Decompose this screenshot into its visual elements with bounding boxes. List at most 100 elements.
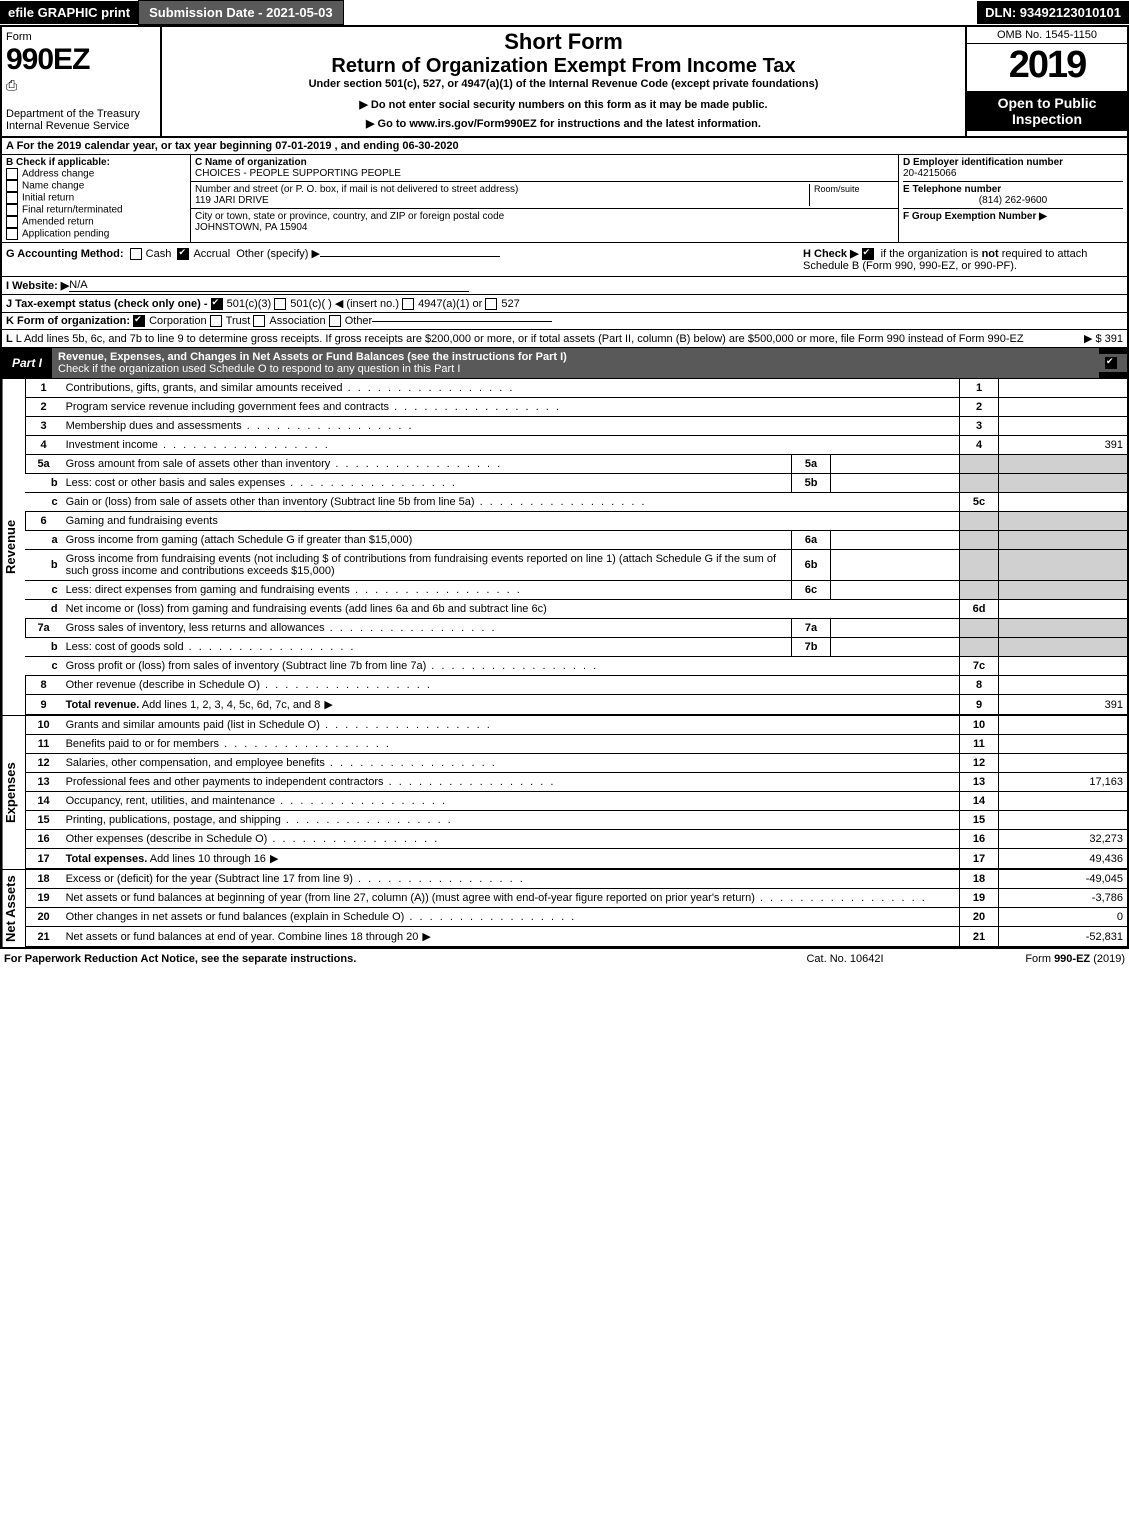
org-name-label: C Name of organization [195, 157, 894, 168]
line-7a-label: Gross sales of inventory, less returns a… [66, 622, 497, 634]
chk-final-return[interactable]: Final return/terminated [6, 204, 186, 216]
line-6d: d Net income or (loss) from gaming and f… [25, 600, 1127, 619]
catalog-number: Cat. No. 10642I [745, 953, 945, 965]
opt-4947: 4947(a)(1) or [418, 298, 482, 310]
line-6d-value [999, 600, 1128, 619]
line-6b-label: Gross income from fundraising events (no… [62, 550, 792, 581]
goto-instructions[interactable]: ▶ Go to www.irs.gov/Form990EZ for instru… [167, 117, 960, 130]
line-7c: c Gross profit or (loss) from sales of i… [25, 657, 1127, 676]
chk-501c[interactable] [274, 298, 286, 310]
other-method-label: Other (specify) ▶ [236, 248, 320, 260]
section-l-text: L Add lines 5b, 6c, and 7b to line 9 to … [16, 333, 1084, 345]
phone-label: E Telephone number [903, 184, 1001, 195]
header-left: Form 990EZ ⎙ Department of the Treasury … [2, 27, 162, 136]
line-6c: c Less: direct expenses from gaming and … [25, 581, 1127, 600]
page-footer: For Paperwork Reduction Act Notice, see … [0, 949, 1129, 969]
section-i: I Website: ▶ N/A [2, 276, 1127, 295]
line-8-value [999, 676, 1128, 695]
line-2-label: Program service revenue including govern… [66, 401, 561, 413]
chk-trust[interactable] [210, 315, 222, 327]
line-9-value: 391 [999, 695, 1128, 715]
chk-schedule-b-not-required[interactable] [862, 248, 874, 260]
tax-exempt-label: J Tax-exempt status (check only one) - [6, 298, 208, 310]
header-center: Short Form Return of Organization Exempt… [162, 27, 965, 136]
chk-association[interactable] [253, 315, 265, 327]
line-11-label: Benefits paid to or for members [66, 738, 391, 750]
chk-other-org[interactable] [329, 315, 341, 327]
line-7c-label: Gross profit or (loss) from sales of inv… [66, 660, 599, 672]
chk-4947[interactable] [402, 298, 414, 310]
expenses-side-label: Expenses [2, 716, 25, 869]
section-c: C Name of organization CHOICES - PEOPLE … [191, 155, 899, 242]
chk-schedule-o-used[interactable] [1105, 357, 1117, 369]
line-17-value: 49,436 [999, 849, 1128, 869]
efile-print-label[interactable]: efile GRAPHIC print [0, 1, 138, 24]
line-6b: b Gross income from fundraising events (… [25, 550, 1127, 581]
line-7a: 7a Gross sales of inventory, less return… [25, 619, 1127, 638]
line-6c-label: Less: direct expenses from gaming and fu… [66, 584, 522, 596]
chk-address-change[interactable]: Address change [6, 168, 186, 180]
org-name-value: CHOICES - PEOPLE SUPPORTING PEOPLE [195, 168, 894, 179]
accrual-label: Accrual [193, 248, 230, 260]
under-section-text: Under section 501(c), 527, or 4947(a)(1)… [167, 78, 960, 90]
line-9-label: Add lines 1, 2, 3, 4, 5c, 6d, 7c, and 8 [139, 699, 334, 711]
line-16: 16 Other expenses (describe in Schedule … [25, 830, 1127, 849]
section-b: B Check if applicable: Address change Na… [2, 155, 191, 242]
chk-application-pending[interactable]: Application pending [6, 228, 186, 240]
website-value: N/A [69, 279, 469, 292]
chk-amended[interactable]: Amended return [6, 216, 186, 228]
line-5c: c Gain or (loss) from sale of assets oth… [25, 493, 1127, 512]
ein-label: D Employer identification number [903, 157, 1123, 168]
chk-accrual[interactable] [177, 248, 189, 260]
section-l: L L Add lines 5b, 6c, and 7b to line 9 t… [2, 330, 1127, 348]
open-to-public: Open to Public Inspection [967, 91, 1127, 131]
form-990ez: Form 990EZ ⎙ Department of the Treasury … [0, 25, 1129, 949]
line-8: 8 Other revenue (describe in Schedule O)… [25, 676, 1127, 695]
expenses-section: Expenses 10 Grants and similar amounts p… [2, 715, 1127, 869]
expenses-table: 10 Grants and similar amounts paid (list… [25, 716, 1127, 869]
chk-cash[interactable] [130, 248, 142, 260]
chk-name-change[interactable]: Name change [6, 180, 186, 192]
address-change-label: Address change [22, 169, 94, 180]
line-10-label: Grants and similar amounts paid (list in… [66, 719, 492, 731]
chk-501c3[interactable] [211, 298, 223, 310]
chk-527[interactable] [485, 298, 497, 310]
line-16-value: 32,273 [999, 830, 1128, 849]
line-19-value: -3,786 [999, 889, 1128, 908]
line-5b: b Less: cost or other basis and sales ex… [25, 474, 1127, 493]
line-5c-value [999, 493, 1128, 512]
gross-receipts-value: ▶ $ 391 [1084, 332, 1123, 345]
line-6a: a Gross income from gaming (attach Sched… [25, 531, 1127, 550]
tax-year: 2019 [967, 44, 1127, 87]
name-change-label: Name change [22, 181, 84, 192]
line-3: 3 Membership dues and assessments 3 [25, 417, 1127, 436]
line-9: 9 Total revenue. Add lines 1, 2, 3, 4, 5… [25, 695, 1127, 715]
form-word: Form [6, 31, 156, 43]
line-6: 6 Gaming and fundraising events [25, 512, 1127, 531]
line-2-value [999, 398, 1128, 417]
short-form-title: Short Form [167, 29, 960, 55]
line-5c-label: Gain or (loss) from sale of assets other… [66, 496, 647, 508]
form-of-org-label: K Form of organization: [6, 315, 130, 327]
chk-corporation[interactable] [133, 315, 145, 327]
amended-label: Amended return [22, 217, 94, 228]
street-value: 119 JARI DRIVE [195, 195, 809, 206]
opt-527: 527 [501, 298, 519, 310]
line-14: 14 Occupancy, rent, utilities, and maint… [25, 792, 1127, 811]
other-method-input[interactable] [320, 256, 500, 257]
line-19: 19 Net assets or fund balances at beginn… [25, 889, 1127, 908]
line-21-label: Net assets or fund balances at end of ye… [66, 931, 433, 943]
line-4-value: 391 [999, 436, 1128, 455]
line-9-label-bold: Total revenue. [66, 699, 140, 711]
line-20-label: Other changes in net assets or fund bala… [66, 911, 577, 923]
line-13: 13 Professional fees and other payments … [25, 773, 1127, 792]
irs-label: Internal Revenue Service [6, 120, 156, 132]
chk-initial-return[interactable]: Initial return [6, 192, 186, 204]
line-10-value [999, 716, 1128, 735]
city-label: City or town, state or province, country… [195, 211, 894, 222]
net-assets-side-label: Net Assets [2, 870, 25, 947]
paperwork-notice: For Paperwork Reduction Act Notice, see … [4, 953, 745, 965]
other-org-input[interactable] [372, 321, 552, 322]
dln-label: DLN: 93492123010101 [977, 1, 1129, 24]
line-6d-label: Net income or (loss) from gaming and fun… [62, 600, 960, 619]
